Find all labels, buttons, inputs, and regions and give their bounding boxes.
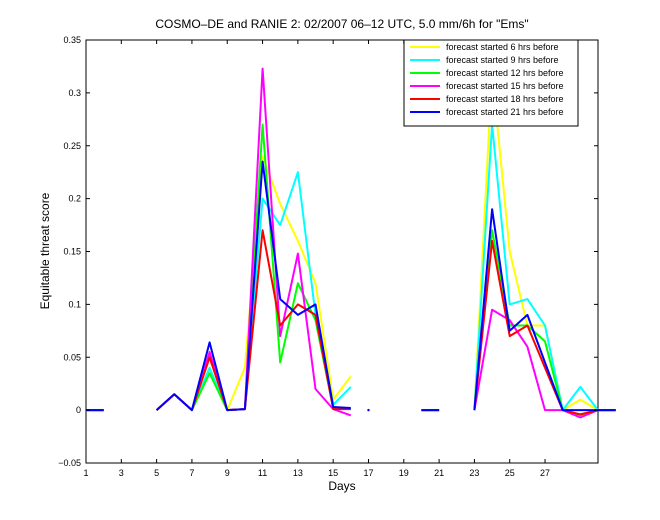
x-tick-label-25: 25 — [505, 468, 515, 478]
y-tick-label-2: 0.05 — [63, 352, 81, 362]
legend-label-6: forecast started 21 hrs before — [446, 107, 564, 117]
x-tick-label-19: 19 — [399, 468, 409, 478]
x-tick-label-7: 7 — [189, 468, 194, 478]
x-axis-title: Days — [328, 479, 355, 493]
y-tick-label-6: 0.25 — [63, 141, 81, 151]
legend-label-1: forecast started 6 hrs before — [446, 42, 559, 52]
legend-label-4: forecast started 15 hrs before — [446, 81, 564, 91]
x-tick-label-21: 21 — [434, 468, 444, 478]
y-tick-label-1: 0 — [76, 405, 81, 415]
legend: forecast started 6 hrs before forecast st… — [403, 39, 579, 127]
y-axis-title: Equitable threat score — [38, 192, 52, 309]
point-marker-1 — [367, 408, 370, 412]
x-tick-label-13: 13 — [293, 468, 303, 478]
y-tick-label-8: 0.35 — [63, 35, 81, 45]
chart-title: COSMO–DE and RANIE 2: 02/2007 06–12 UTC,… — [155, 17, 528, 31]
series-2-line-5 — [473, 123, 616, 412]
x-tick-label-17: 17 — [363, 468, 373, 478]
x-tick-label-9: 9 — [225, 468, 230, 478]
legend-items: forecast started 6 hrs before forecast st… — [410, 42, 564, 117]
legend-label-3: forecast started 12 hrs before — [446, 68, 564, 78]
series-6-line-2 — [155, 160, 351, 412]
legend-label-2: forecast started 9 hrs before — [446, 55, 559, 65]
x-tick-label-5: 5 — [154, 468, 159, 478]
series-6-line-5 — [473, 208, 616, 412]
series-5-line-5 — [473, 239, 616, 416]
series-4-line-5 — [473, 308, 616, 419]
x-tick-label-15: 15 — [328, 468, 338, 478]
y-tick-label-5: 0.2 — [68, 194, 81, 204]
y-tick-label-3: 0.1 — [68, 299, 81, 309]
x-tick-label-27: 27 — [540, 468, 550, 478]
x-tick-label-11: 11 — [258, 468, 267, 478]
y-tick-label-0: −0.05 — [58, 458, 81, 468]
legend-label-5: forecast started 18 hrs before — [446, 94, 564, 104]
axes-layer: 1 3 5 7 9 11 13 15 17 19 21 23 25 27−0.0500.050.10.15… — [58, 35, 598, 478]
x-tick-label-1: 1 — [83, 468, 88, 478]
x-tick-label-23: 23 — [469, 468, 479, 478]
y-tick-label-4: 0.15 — [63, 247, 81, 257]
y-tick-label-7: 0.3 — [68, 88, 81, 98]
x-tick-label-3: 3 — [119, 468, 124, 478]
